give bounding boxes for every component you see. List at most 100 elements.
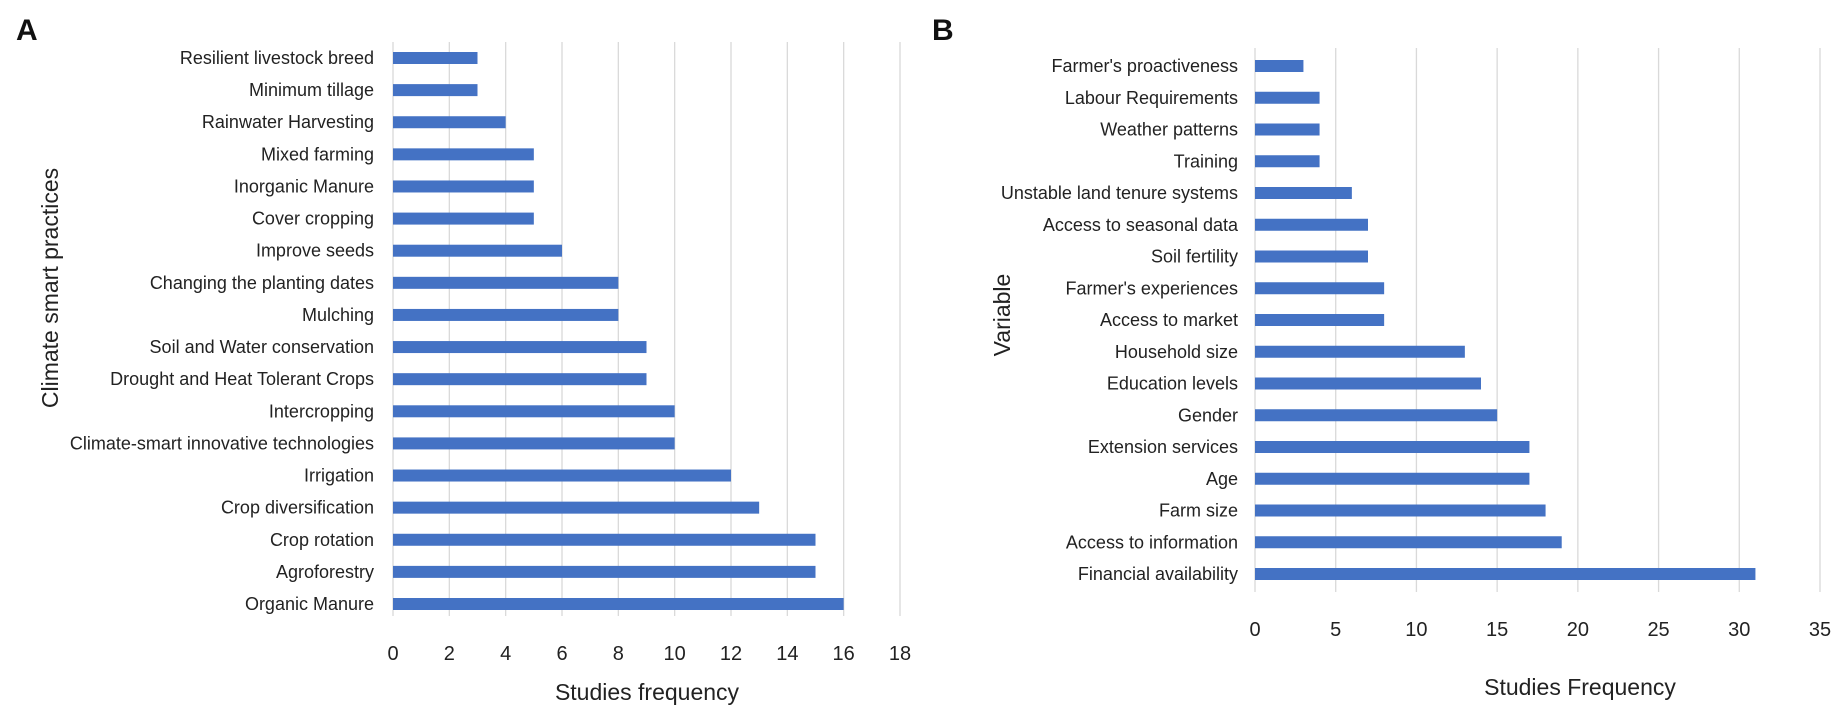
bar <box>1255 155 1320 168</box>
category-label: Climate-smart innovative technologies <box>70 433 374 453</box>
bar <box>1255 123 1320 136</box>
category-label: Crop diversification <box>221 498 374 518</box>
category-labels-a: Resilient livestock breed Minimum tillage… <box>70 48 374 614</box>
bar <box>393 52 478 64</box>
category-label: Age <box>1206 469 1238 489</box>
bar <box>393 533 816 546</box>
x-tick-label: 16 <box>833 643 855 665</box>
category-label: Resilient livestock breed <box>180 48 374 68</box>
bar <box>1255 250 1368 263</box>
bars-a <box>393 52 844 610</box>
bar <box>1255 568 1756 580</box>
bar <box>1255 60 1304 72</box>
tick-labels-a: 0 2 4 6 8 10 12 14 16 18 <box>387 643 911 665</box>
category-label: Improve seeds <box>256 241 374 261</box>
bar <box>393 598 844 610</box>
x-tick-label: 8 <box>613 643 624 665</box>
bar <box>393 469 731 482</box>
x-tick-label: 35 <box>1809 619 1831 641</box>
category-label: Soil and Water conservation <box>150 337 374 357</box>
y-axis-title-b: Variable <box>989 274 1015 357</box>
category-label: Rainwater Harvesting <box>202 112 374 132</box>
x-axis-title-a: Studies frequency <box>555 679 740 705</box>
category-labels-b: Farmer's proactiveness Labour Requirement… <box>1001 56 1239 584</box>
bar <box>1255 409 1498 422</box>
x-tick-label: 20 <box>1567 619 1589 641</box>
x-tick-label: 18 <box>889 643 911 665</box>
bars-b <box>1255 60 1756 580</box>
category-label: Access to seasonal data <box>1043 215 1239 235</box>
category-label: Farm size <box>1159 501 1238 521</box>
category-label: Weather patterns <box>1100 120 1238 140</box>
category-label: Extension services <box>1088 437 1238 457</box>
x-tick-label: 15 <box>1486 619 1508 641</box>
category-label: Mixed farming <box>261 144 374 164</box>
chart-panel-b: B Variable Studies Frequency Farmer's pr… <box>932 14 1831 700</box>
category-label: Mulching <box>302 305 374 325</box>
bar <box>1255 345 1465 358</box>
bar <box>1255 91 1320 104</box>
category-label: Household size <box>1115 342 1238 362</box>
bar <box>393 405 675 418</box>
bar <box>393 341 647 354</box>
category-label: Farmer's proactiveness <box>1052 56 1239 76</box>
category-label: Minimum tillage <box>249 80 374 100</box>
x-tick-label: 0 <box>1249 619 1260 641</box>
category-label: Agroforestry <box>276 562 374 582</box>
x-tick-label: 5 <box>1330 619 1341 641</box>
category-label: Labour Requirements <box>1065 88 1238 108</box>
bar <box>393 276 619 289</box>
bar <box>393 212 534 225</box>
x-tick-label: 30 <box>1728 619 1750 641</box>
category-label: Financial availability <box>1078 564 1238 584</box>
category-label: Cover cropping <box>252 209 374 229</box>
category-label: Organic Manure <box>245 594 374 614</box>
bar <box>1255 441 1530 453</box>
category-label: Access to market <box>1100 310 1238 330</box>
bar <box>393 84 478 97</box>
category-label: Access to information <box>1066 532 1238 552</box>
bar <box>393 501 760 514</box>
category-label: Unstable land tenure systems <box>1001 183 1238 203</box>
bar <box>393 148 534 161</box>
bar <box>393 116 506 129</box>
category-label: Gender <box>1178 405 1238 425</box>
bar <box>1255 282 1385 295</box>
x-tick-label: 2 <box>444 643 455 665</box>
category-label: Changing the planting dates <box>150 273 374 293</box>
bar <box>393 437 675 450</box>
x-tick-label: 14 <box>776 643 798 665</box>
panel-letter-a: A <box>16 14 38 47</box>
category-label: Drought and Heat Tolerant Crops <box>110 369 374 389</box>
y-axis-title-a: Climate smart practices <box>37 168 63 408</box>
category-label: Crop rotation <box>270 530 374 550</box>
tick-labels-b: 0 5 10 15 20 25 30 35 <box>1249 619 1831 641</box>
x-tick-label: 6 <box>556 643 567 665</box>
x-axis-title-b: Studies Frequency <box>1484 674 1676 700</box>
panel-letter-b: B <box>932 14 954 47</box>
category-label: Training <box>1174 151 1238 171</box>
category-label: Education levels <box>1107 374 1238 394</box>
category-label: Farmer's experiences <box>1066 278 1239 298</box>
bar <box>1255 504 1546 517</box>
bar <box>1255 314 1385 326</box>
category-label: Intercropping <box>269 401 374 421</box>
x-tick-label: 12 <box>720 643 742 665</box>
x-tick-label: 4 <box>500 643 511 665</box>
category-label: Soil fertility <box>1151 247 1238 267</box>
x-tick-label: 10 <box>664 643 686 665</box>
bar <box>1255 218 1368 231</box>
category-label: Irrigation <box>304 466 374 486</box>
bar <box>393 308 619 321</box>
chart-panel-a: A Climate smart practices Studies freque… <box>16 14 911 705</box>
bar <box>1255 472 1530 485</box>
bar <box>1255 536 1562 549</box>
bar <box>393 244 562 257</box>
bar <box>393 565 816 578</box>
bar <box>1255 377 1481 390</box>
x-tick-label: 25 <box>1647 619 1669 641</box>
bar <box>1255 187 1352 199</box>
category-label: Inorganic Manure <box>234 176 374 196</box>
gridlines-a <box>392 42 901 616</box>
